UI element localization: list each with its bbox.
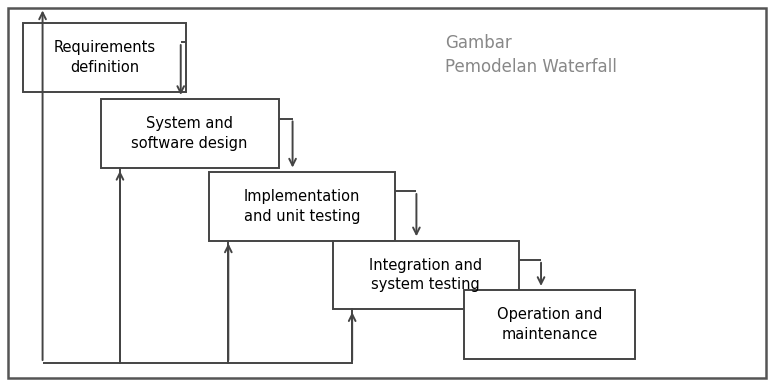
Text: Implementation
and unit testing: Implementation and unit testing: [244, 189, 360, 224]
Bar: [333, 241, 519, 309]
Bar: [464, 290, 635, 359]
Bar: [101, 99, 279, 168]
Text: Requirements
definition: Requirements definition: [53, 40, 156, 75]
Text: Gambar
Pemodelan Waterfall: Gambar Pemodelan Waterfall: [445, 34, 617, 76]
Bar: [209, 172, 395, 241]
Text: Operation and
maintenance: Operation and maintenance: [497, 307, 602, 342]
Text: Integration and
system testing: Integration and system testing: [369, 257, 482, 293]
Bar: [23, 23, 186, 92]
Text: System and
software design: System and software design: [132, 116, 248, 151]
